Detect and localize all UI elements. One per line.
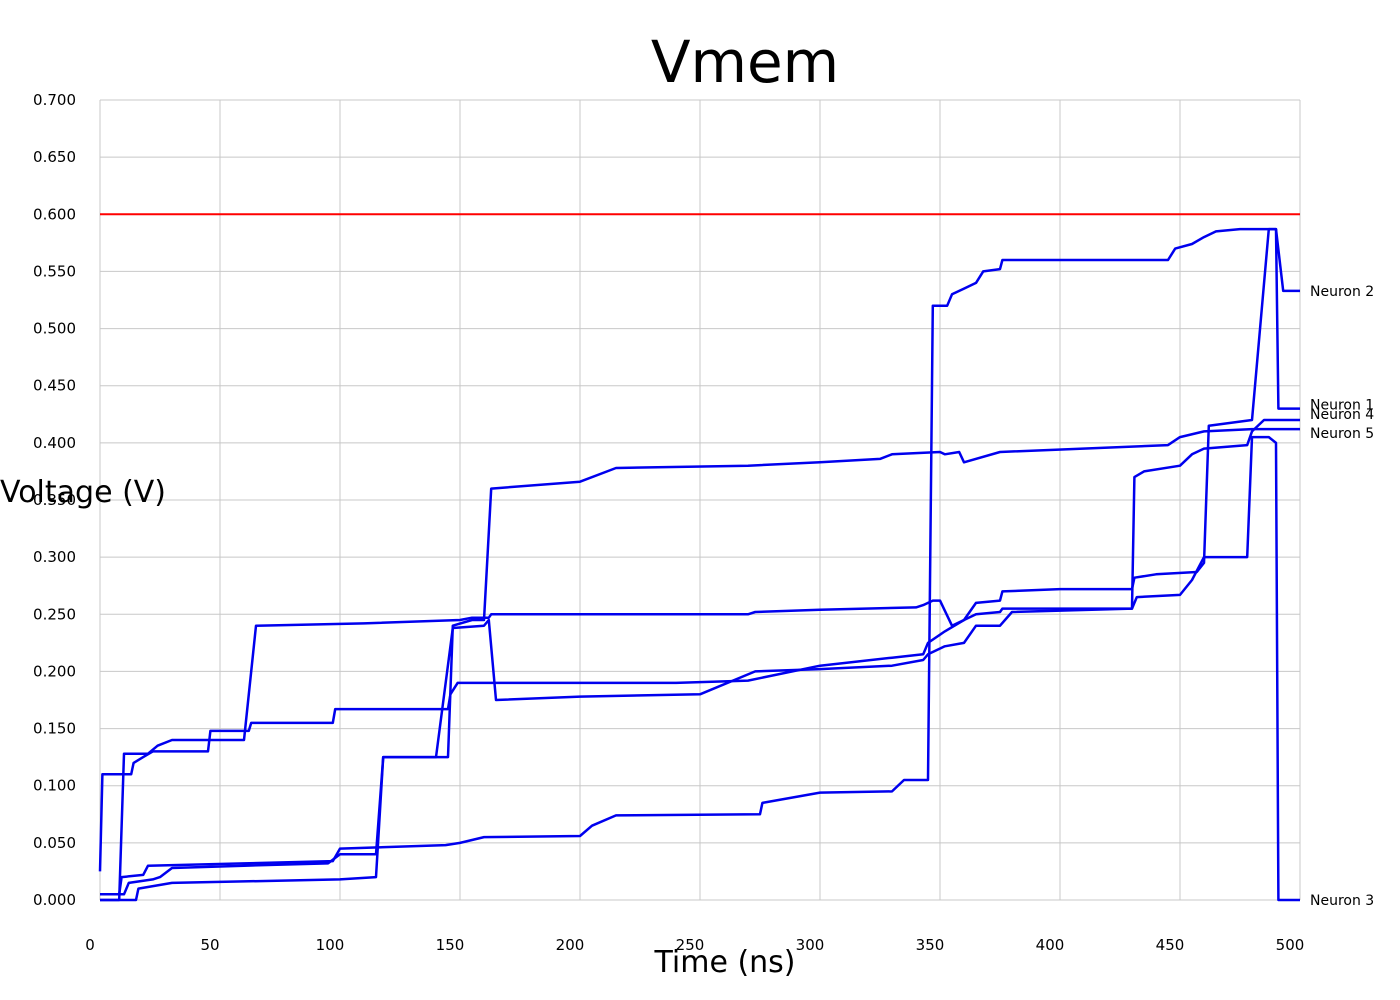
x-tick-label: 450 (1156, 936, 1185, 954)
y-tick-label: 0.250 (33, 605, 76, 623)
y-tick-label: 0.100 (33, 777, 76, 795)
x-tick-label: 100 (316, 936, 345, 954)
x-tick-label: 0 (85, 936, 95, 954)
x-axis-label: Time (ns) (653, 945, 795, 980)
y-tick-label: 0.700 (33, 91, 76, 109)
x-tick-label: 300 (796, 936, 825, 954)
x-tick-label: 150 (436, 936, 465, 954)
x-tick-label: 50 (200, 936, 219, 954)
x-tick-label: 350 (916, 936, 945, 954)
tick-labels: 0 50 100 150 200 250 300 350 400 450 500 0.000 0.050… (33, 91, 1304, 954)
y-tick-label: 0.200 (33, 662, 76, 680)
chart-title: Vmem (651, 28, 839, 96)
x-tick-label: 250 (676, 936, 705, 954)
series-line (100, 427, 1300, 896)
series-label: Neuron 2 (1310, 284, 1374, 300)
y-tick-label: 0.550 (33, 262, 76, 280)
y-tick-label: 0.650 (33, 148, 76, 166)
y-tick-label: 0.600 (33, 205, 76, 223)
series-line (100, 418, 1300, 902)
x-tick-label: 400 (1036, 936, 1065, 954)
series-line (100, 435, 1300, 902)
x-tick-label: 200 (556, 936, 585, 954)
y-tick-label: 0.000 (33, 891, 76, 909)
y-tick-label: 0.500 (33, 320, 76, 338)
y-tick-label: 0.350 (33, 491, 76, 509)
grid (99, 99, 1301, 901)
y-tick-label: 0.300 (33, 548, 76, 566)
y-tick-label: 0.400 (33, 434, 76, 452)
y-axis-label: Voltage (V) (0, 475, 166, 510)
y-tick-label: 0.150 (33, 720, 76, 738)
series-label: Neuron 5 (1310, 426, 1374, 442)
x-tick-label: 500 (1276, 936, 1305, 954)
series-label: Neuron 4 (1310, 407, 1374, 423)
y-tick-label: 0.050 (33, 834, 76, 852)
series-label: Neuron 1 (1310, 398, 1374, 414)
y-tick-label: 0.450 (33, 377, 76, 395)
series-lines (98, 227, 1300, 902)
series-label: Neuron 3 (1310, 893, 1374, 909)
